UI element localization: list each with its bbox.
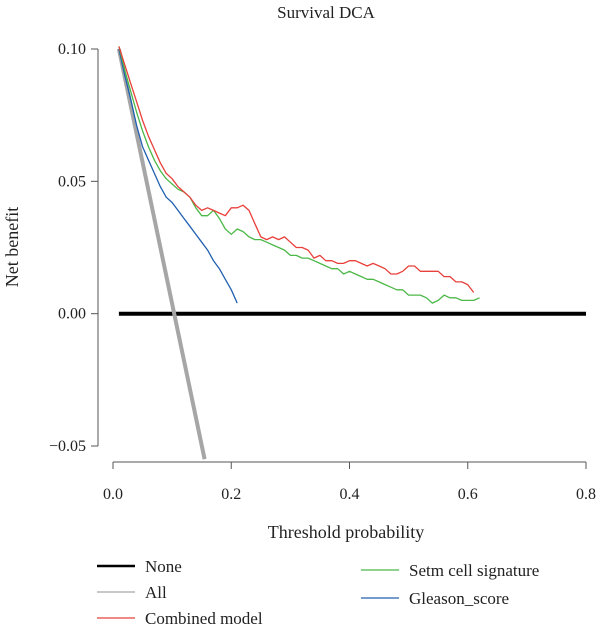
legend-label-combined-model: Combined model (145, 609, 263, 628)
x-tick-label: 0.4 (340, 486, 360, 503)
x-tick-label: 0.8 (576, 486, 596, 503)
series-line-setm-cell-signature (118, 46, 480, 304)
x-axis-label: Threshold probability (268, 522, 424, 542)
legend-label-setm-cell-signature: Setm cell signature (409, 561, 539, 580)
legend-label-none: None (145, 557, 182, 576)
legend-label-gleason-score: Gleason_score (409, 589, 509, 608)
plot-area (116, 46, 586, 460)
y-tick-label: 0.05 (58, 173, 86, 190)
y-tick-label: −0.05 (49, 438, 86, 455)
legend: None All Combined model Setm cell signature… (97, 557, 539, 628)
series-line-gleason-score (118, 48, 238, 304)
y-tick-label: 0.10 (58, 41, 86, 58)
series-line-combined-model (118, 46, 475, 293)
x-tick-label: 0.6 (458, 486, 478, 503)
x-tick-label: 0.0 (103, 486, 123, 503)
y-tick-label: 0.00 (58, 306, 86, 323)
x-tick-label: 0.2 (221, 486, 241, 503)
axes: 0.0 0.2 0.4 0.6 0.8 −0.05 0.00 0.05 0.10 (49, 41, 596, 503)
legend-label-all: All (145, 583, 167, 602)
chart-title: Survival DCA (277, 3, 375, 22)
series-line-all (116, 48, 207, 460)
y-axis-label: Net benefit (2, 207, 22, 287)
